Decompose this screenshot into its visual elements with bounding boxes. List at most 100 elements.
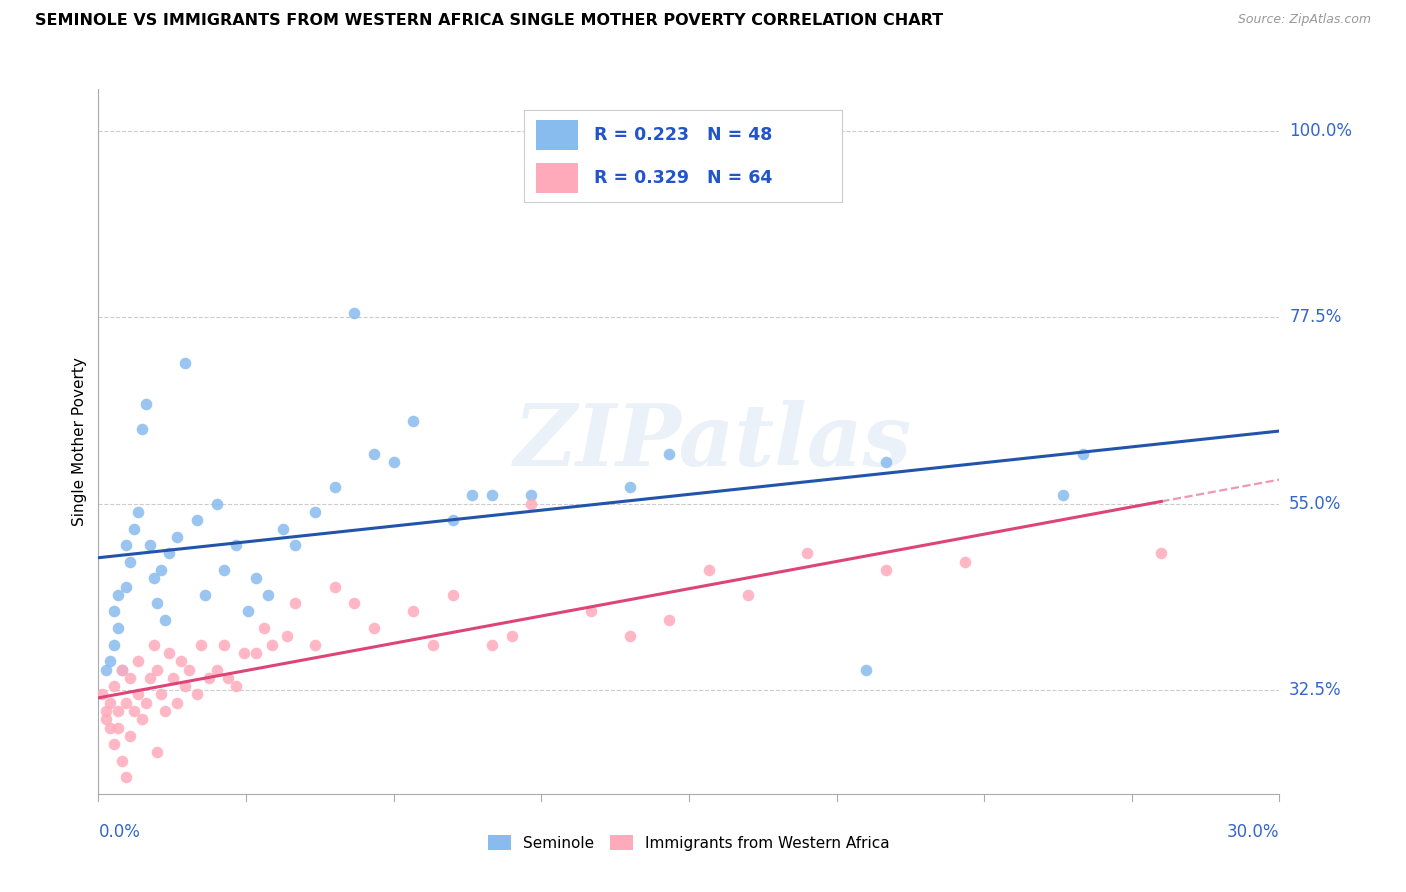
Point: [146, 663, 169, 677]
Point: [98, 654, 121, 668]
Point: [138, 538, 160, 552]
Point: [225, 538, 247, 552]
Point: [131, 422, 153, 436]
Point: [170, 654, 193, 668]
Point: [461, 488, 484, 502]
Point: [855, 663, 877, 677]
Text: 30.0%: 30.0%: [1227, 823, 1279, 841]
Point: [953, 555, 976, 569]
Point: [236, 605, 259, 619]
Text: 55.0%: 55.0%: [1289, 495, 1341, 513]
Text: 32.5%: 32.5%: [1289, 681, 1341, 699]
Point: [441, 588, 464, 602]
Point: [103, 605, 125, 619]
Point: [619, 480, 641, 494]
Point: [260, 638, 283, 652]
Point: [103, 638, 125, 652]
Point: [122, 522, 145, 536]
Point: [174, 679, 197, 693]
Point: [118, 555, 141, 569]
Point: [127, 687, 149, 701]
Point: [166, 530, 188, 544]
Point: [150, 687, 173, 701]
Point: [127, 654, 149, 668]
Point: [111, 663, 134, 677]
Point: [118, 671, 141, 685]
Point: [177, 663, 200, 677]
Point: [323, 480, 346, 494]
Text: Source: ZipAtlas.com: Source: ZipAtlas.com: [1237, 13, 1371, 27]
Point: [253, 621, 276, 635]
Point: [115, 580, 138, 594]
Point: [115, 770, 138, 784]
Point: [276, 629, 298, 643]
Point: [157, 546, 180, 560]
Point: [501, 629, 523, 643]
Point: [422, 638, 444, 652]
Point: [115, 696, 138, 710]
Point: [115, 538, 138, 552]
Point: [135, 696, 157, 710]
Point: [111, 663, 134, 677]
Point: [343, 306, 366, 320]
Point: [146, 596, 169, 610]
Point: [205, 497, 228, 511]
Point: [138, 671, 160, 685]
Point: [98, 696, 121, 710]
Point: [658, 613, 681, 627]
Point: [402, 605, 425, 619]
Point: [150, 563, 173, 577]
Point: [796, 546, 818, 560]
Point: [363, 447, 385, 461]
Point: [304, 505, 326, 519]
Point: [155, 613, 177, 627]
Point: [245, 646, 267, 660]
Point: [619, 629, 641, 643]
Point: [520, 488, 543, 502]
Point: [107, 704, 129, 718]
Point: [256, 588, 278, 602]
Text: ZIPatlas: ZIPatlas: [513, 400, 911, 483]
Point: [217, 671, 239, 685]
Point: [122, 704, 145, 718]
Point: [402, 414, 425, 428]
Y-axis label: Single Mother Poverty: Single Mother Poverty: [72, 357, 87, 526]
Point: [155, 704, 177, 718]
Point: [304, 638, 326, 652]
Point: [118, 729, 141, 743]
Point: [245, 571, 267, 585]
Point: [96, 712, 118, 726]
Point: [91, 687, 114, 701]
Legend: Seminole, Immigrants from Western Africa: Seminole, Immigrants from Western Africa: [482, 829, 896, 856]
Point: [481, 638, 503, 652]
Point: [142, 571, 165, 585]
Point: [111, 754, 134, 768]
Point: [579, 605, 602, 619]
Point: [233, 646, 256, 660]
Point: [441, 513, 464, 527]
Point: [1071, 447, 1094, 461]
Point: [363, 621, 385, 635]
Point: [142, 638, 165, 652]
Point: [131, 712, 153, 726]
Point: [697, 563, 720, 577]
Point: [166, 696, 188, 710]
Point: [186, 513, 208, 527]
Point: [162, 671, 184, 685]
Point: [481, 488, 503, 502]
Point: [197, 671, 219, 685]
Point: [194, 588, 217, 602]
Point: [103, 679, 125, 693]
Text: 77.5%: 77.5%: [1289, 308, 1341, 326]
Point: [284, 596, 307, 610]
Point: [382, 455, 405, 469]
Point: [96, 663, 118, 677]
Point: [107, 721, 129, 735]
Text: 100.0%: 100.0%: [1289, 121, 1353, 140]
Point: [284, 538, 307, 552]
Point: [875, 455, 897, 469]
Point: [1052, 488, 1074, 502]
Point: [157, 646, 180, 660]
Point: [107, 588, 129, 602]
Point: [520, 497, 543, 511]
